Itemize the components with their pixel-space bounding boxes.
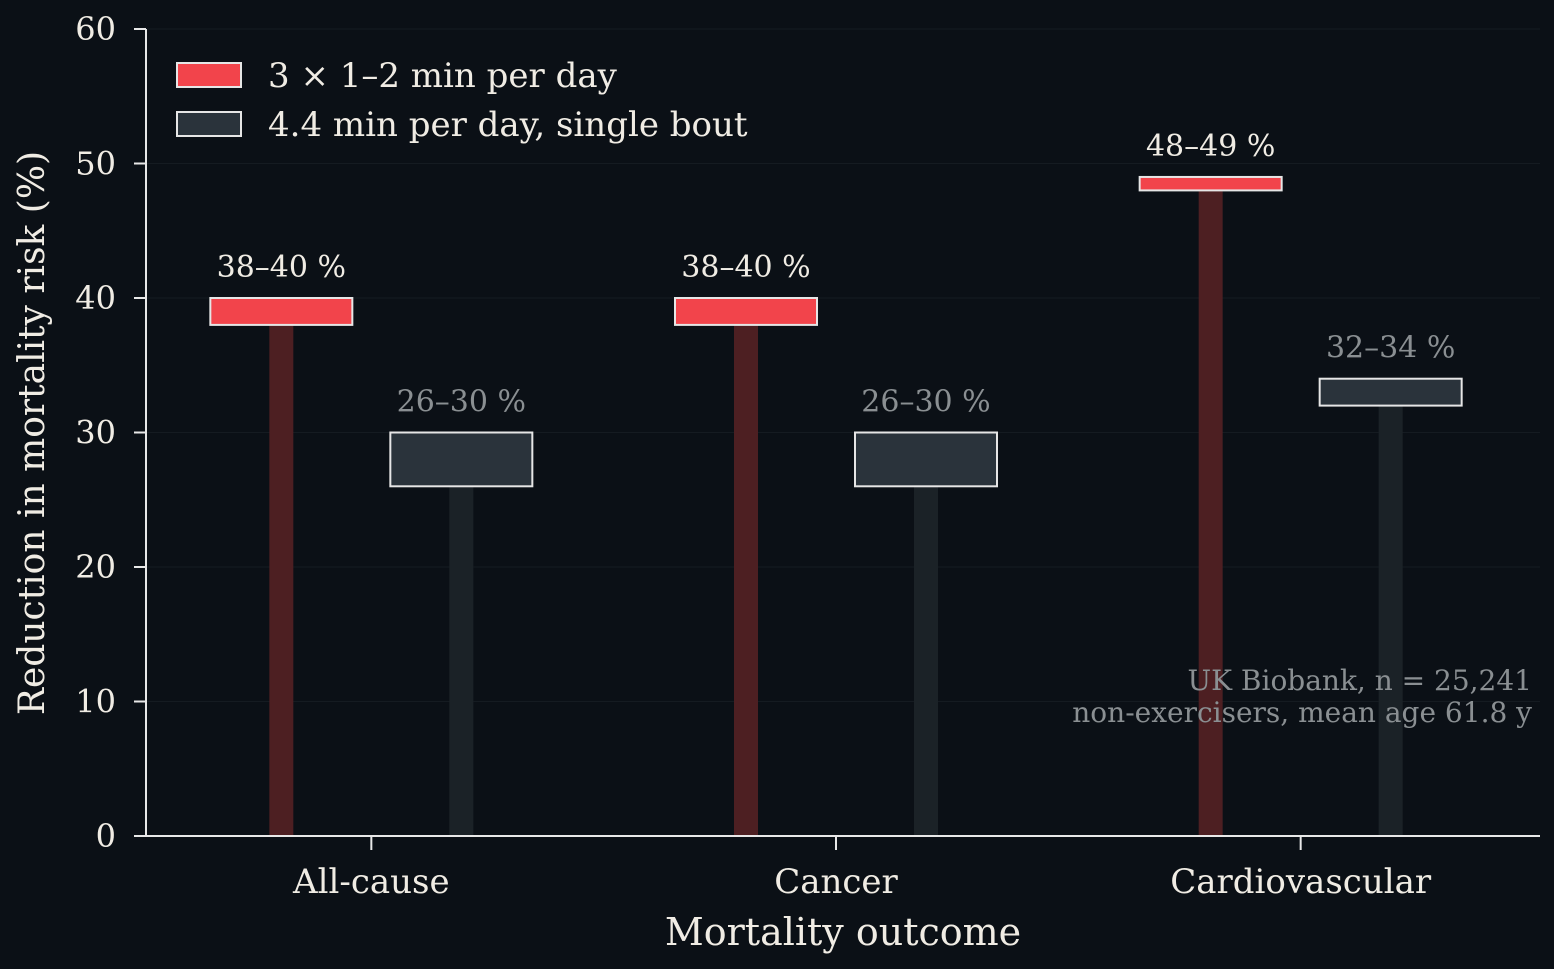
stem-bar <box>914 486 938 836</box>
y-tick-label: 50 <box>75 145 116 183</box>
stems <box>269 190 1403 836</box>
range-bar <box>1138 175 1283 192</box>
x-tick-label: Cardiovascular <box>1170 862 1432 902</box>
range-label: 26–30 % <box>397 385 526 420</box>
grid <box>146 28 1540 702</box>
x-axis-label: Mortality outcome <box>665 910 1021 954</box>
range-label: 38–40 % <box>681 250 810 285</box>
axes: 0 10 20 30 40 50 60 All-cause Cancer Cardiovascul… <box>12 10 1540 954</box>
range-bar <box>1318 377 1463 407</box>
stem-bar <box>449 486 474 836</box>
legend-label: 4.4 min per day, single bout <box>268 105 748 145</box>
legend-swatch <box>176 62 242 88</box>
range-bar <box>389 431 534 488</box>
y-tick-label: 30 <box>75 414 116 452</box>
range-bar <box>674 297 818 326</box>
y-tick-label: 0 <box>96 817 116 855</box>
stem-bar <box>269 324 294 836</box>
range-label: 32–34 % <box>1326 331 1455 366</box>
legend-label: 3 × 1–2 min per day <box>268 56 618 96</box>
annotation-line: non-exercisers, mean age 61.8 y <box>1072 696 1532 729</box>
y-axis-label: Reduction in mortality risk (%) <box>12 151 53 715</box>
range-label: 38–40 % <box>217 250 346 285</box>
x-tick-label: All-cause <box>292 862 450 902</box>
y-tick-label: 20 <box>75 548 116 586</box>
y-tick-label: 40 <box>75 279 116 317</box>
stem-bar <box>1378 405 1403 836</box>
range-bars <box>209 175 1463 488</box>
legend: 3 × 1–2 min per day 4.4 min per day, sing… <box>176 56 748 145</box>
annotation-line: UK Biobank, n = 25,241 <box>1188 664 1533 697</box>
labels: 38–40 % 38–40 % 48–49 % 26–30 % 26–30 % 32–34… <box>217 129 1456 420</box>
x-tick-label: Cancer <box>774 862 898 902</box>
range-bar <box>209 297 354 326</box>
range-bar <box>854 431 998 488</box>
range-label: 26–30 % <box>861 385 990 420</box>
y-tick-label: 10 <box>75 683 116 721</box>
range-label: 48–49 % <box>1146 129 1275 164</box>
stem-bar <box>1198 190 1223 836</box>
stem-bar <box>734 324 758 836</box>
legend-swatch <box>176 111 242 137</box>
y-tick-label: 60 <box>75 10 116 48</box>
